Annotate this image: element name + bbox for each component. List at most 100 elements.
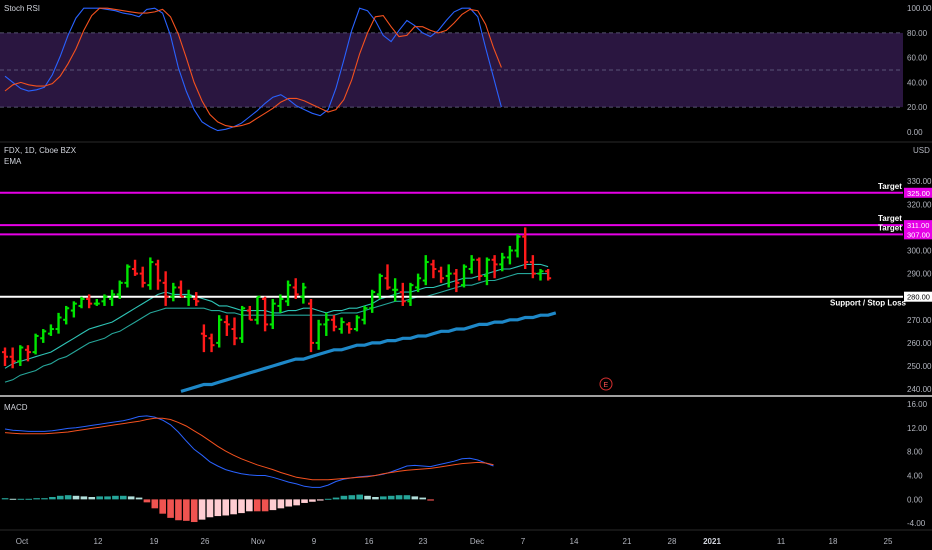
macd-histogram-bar (340, 495, 348, 500)
x-tick-label: 18 (829, 537, 838, 546)
x-tick-label: 28 (668, 537, 677, 546)
ohlc-bar (139, 266, 146, 288)
x-tick-label: 11 (777, 537, 786, 546)
ohlc-bar (285, 280, 292, 306)
macd-histogram-bar (246, 499, 253, 512)
ohlc-bar (193, 292, 200, 306)
macd-histogram-bar (41, 498, 48, 500)
macd-histogram-bar (222, 499, 230, 516)
macd-histogram-bar (380, 496, 387, 500)
ohlc-bar (308, 299, 314, 353)
price-tick-label: 330.00 (907, 177, 932, 186)
ohlc-bar (361, 305, 368, 325)
stoch-tick-label: 20.00 (907, 103, 928, 112)
ohlc-bar (506, 245, 513, 265)
macd-histogram-bar (214, 499, 222, 517)
macd-histogram-bar (80, 496, 88, 500)
ohlc-bar (147, 257, 154, 290)
ohlc-bar (537, 268, 544, 281)
macd-tick-label: 12.00 (907, 424, 928, 433)
macd-histogram-bar (135, 497, 143, 500)
ohlc-bar (415, 273, 422, 293)
stoch-tick-label: 80.00 (907, 29, 928, 38)
ohlc-bar (185, 289, 192, 306)
price-tick-label: 320.00 (907, 200, 932, 209)
x-tick-label: 2021 (703, 537, 721, 546)
ohlc-bar (177, 280, 184, 298)
ohlc-bar (453, 268, 460, 293)
ohlc-bar (55, 312, 62, 334)
macd-histogram-bar (88, 496, 96, 500)
ohlc-bar (338, 317, 345, 334)
ohlc-bar (376, 273, 383, 300)
ema-line-fast (4, 263, 549, 369)
macd-histogram-bar (277, 499, 285, 509)
ohlc-bar (430, 259, 437, 279)
x-tick-label: 14 (570, 537, 579, 546)
ohlc-bar (323, 312, 330, 336)
macd-histogram-bar (261, 499, 269, 512)
stoch-rsi-title: Stoch RSI (4, 4, 41, 13)
level-name: Target (878, 214, 902, 223)
macd-histogram-bar (238, 499, 245, 514)
ohlc-bar (70, 301, 77, 318)
macd-histogram-bar (206, 499, 214, 518)
macd-histogram-bar (159, 499, 166, 514)
ohlc-bar (399, 282, 406, 306)
macd-histogram-bar (167, 499, 174, 518)
x-tick-label: 9 (312, 537, 317, 546)
macd-histogram-bar (309, 499, 316, 502)
ohlc-bar (262, 296, 269, 332)
macd-histogram-bar (25, 498, 33, 500)
x-tick-label: Dec (470, 537, 484, 546)
ohlc-bar (78, 296, 85, 309)
macd-histogram-bar (230, 499, 237, 515)
macd-histogram-bar (64, 495, 72, 500)
ohlc-bar (170, 282, 177, 302)
macd-histogram-bar (56, 495, 64, 500)
x-tick-label: 16 (365, 537, 374, 546)
ohlc-bar (369, 289, 376, 313)
macd-histogram-bar (127, 496, 135, 500)
macd-histogram-bar (17, 498, 25, 500)
level-price-tag (904, 220, 932, 231)
ohlc-bar (522, 227, 529, 269)
ohlc-bar (17, 345, 24, 366)
macd-histogram-bar (316, 499, 324, 501)
x-tick-label: 25 (884, 537, 893, 546)
symbol-title[interactable]: FDX, 1D, Cboe BZX (4, 146, 77, 155)
ohlc-bar (32, 333, 39, 355)
ohlc-bar (223, 315, 230, 336)
macd-histogram-bar (9, 498, 17, 500)
macd-line-macd (4, 415, 494, 488)
ohlc-bar (47, 324, 54, 336)
level-price-label: 307.00 (907, 230, 930, 239)
price-tick-label: 240.00 (907, 385, 932, 394)
macd-histogram-bar (119, 495, 127, 500)
macd-histogram-bar (411, 496, 419, 500)
ohlc-bar (9, 347, 16, 369)
level-name: Target (878, 182, 902, 191)
macd-title[interactable]: MACD (4, 403, 28, 412)
ohlc-bar (2, 347, 8, 366)
macd-line-signal (4, 417, 494, 481)
ohlc-bar (86, 294, 93, 309)
ohlc-bar (162, 271, 169, 306)
x-tick-label: 23 (419, 537, 428, 546)
macd-histogram-bar (301, 499, 308, 503)
ema-title[interactable]: EMA (4, 157, 22, 166)
price-tick-label: 290.00 (907, 270, 932, 279)
ohlc-bar (461, 264, 467, 288)
ohlc-bar (292, 278, 299, 300)
x-tick-label: 21 (623, 537, 632, 546)
macd-histogram-bar (356, 494, 363, 500)
price-tick-label: 270.00 (907, 316, 932, 325)
level-price-tag (904, 229, 932, 240)
ohlc-bar (529, 255, 536, 279)
macd-histogram-bar (190, 499, 198, 523)
macd-histogram-bar (253, 499, 261, 512)
ohlc-bar (468, 255, 475, 274)
ohlc-bar (445, 264, 452, 288)
macd-histogram-bar (332, 497, 340, 500)
